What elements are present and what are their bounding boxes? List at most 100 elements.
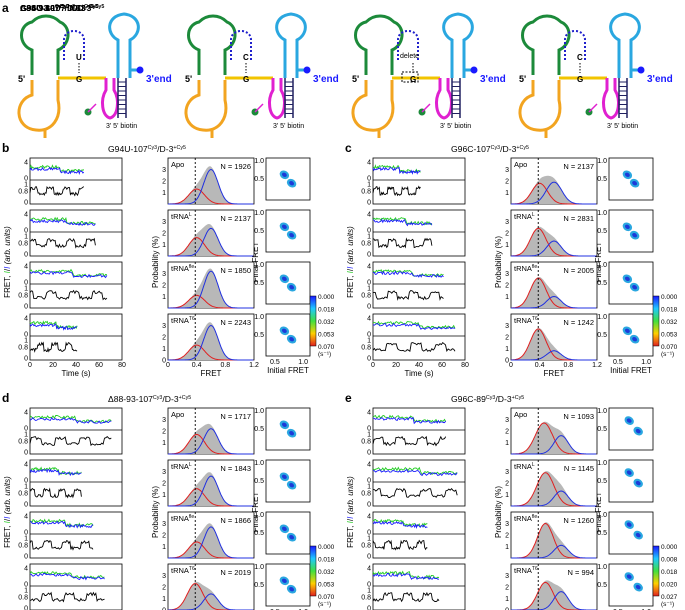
trace-y-tick: 0 xyxy=(367,176,371,183)
donor-intensity-trace xyxy=(29,320,78,330)
tdp-y-tick: 1.0 xyxy=(597,564,607,571)
colorbar-unit-label: (s⁻¹) xyxy=(318,351,331,358)
trace-y-tick: 0.8 xyxy=(18,241,28,248)
colorbar xyxy=(652,545,660,597)
trace-y-tick: 0.8 xyxy=(18,345,28,352)
trace-y-tick: 1 xyxy=(24,182,28,189)
title-sup-cy3: Cy3 xyxy=(60,4,70,10)
trace-y-tick: 0.8 xyxy=(361,189,371,196)
trace-y-tick: 0.8 xyxy=(18,595,28,602)
high-fret-gaussian-fit xyxy=(168,324,254,361)
tdp-y-tick: 1.0 xyxy=(254,158,264,165)
trace-frame xyxy=(372,563,466,610)
trace-y-label-sep: / xyxy=(346,518,355,521)
histogram-y-tick: 0 xyxy=(162,358,166,365)
tdp-peak-core xyxy=(624,328,630,334)
colorbar-tick: 0.018 xyxy=(661,307,678,314)
tdp-peak-core xyxy=(289,482,295,488)
donor-intensity-trace xyxy=(372,269,444,278)
biotin-label: 3' 5' biotin xyxy=(106,123,137,130)
tdp-y-tick: 0.5 xyxy=(597,176,607,183)
title-sup-cy5: +Cy5 xyxy=(86,4,99,10)
tdp-peak-core xyxy=(281,172,287,178)
n-count-label: N = 1850 xyxy=(220,266,251,275)
tdp-frame xyxy=(608,511,654,555)
acceptor-intensity-trace xyxy=(372,468,458,477)
histogram-y-tick: 2 xyxy=(505,481,509,488)
condition-name: tRNA xyxy=(171,212,189,221)
colorbar-tick: 0.053 xyxy=(318,582,335,589)
orange-loop xyxy=(518,80,562,132)
histogram-y-tick: 2 xyxy=(505,231,509,238)
colorbar-unit-label: (s⁻¹) xyxy=(661,351,674,358)
n-count-label: N = 1843 xyxy=(220,464,251,473)
trace-y-tick: 0.8 xyxy=(361,595,371,602)
tdp-peak-core xyxy=(626,418,632,423)
tdp-frame xyxy=(608,407,654,451)
high-fret-gaussian-fit xyxy=(511,240,597,257)
n-count-label: N = 2019 xyxy=(220,568,251,577)
histogram-y-axis-label: Probability (%) xyxy=(494,486,503,538)
acceptor-intensity-trace xyxy=(372,416,447,425)
title-sup-cy5: +Cy5 xyxy=(512,395,525,401)
fret-histogram-area xyxy=(511,175,597,204)
fret-efficiency-trace xyxy=(372,591,440,603)
trace-y-tick: 4 xyxy=(24,264,28,271)
trace-y-tick: 0 xyxy=(24,332,28,339)
fret-histogram-area xyxy=(168,423,254,454)
trace-x-tick: 60 xyxy=(438,362,446,369)
condition-name: tRNA xyxy=(514,264,532,273)
tdp-peak-core xyxy=(632,232,638,238)
n-count-label: N = 1242 xyxy=(563,318,594,327)
trace-y-tick: 1 xyxy=(367,338,371,345)
high-fret-gaussian-fit xyxy=(511,490,597,507)
histogram-y-tick: 3 xyxy=(505,323,509,330)
base-pair-bottom: G xyxy=(76,75,82,84)
acceptor-intensity-trace xyxy=(372,520,428,529)
trace-x-tick: 80 xyxy=(118,362,126,369)
trace-y-tick: 0 xyxy=(367,228,371,235)
base-pair-bottom: G xyxy=(577,75,583,84)
histogram-y-tick: 1 xyxy=(162,440,166,447)
fret-histogram-area xyxy=(511,277,597,308)
tdp-peak-core xyxy=(626,522,632,527)
high-fret-gaussian-fit xyxy=(511,435,597,455)
title-sup-cy3: Cy3 xyxy=(491,145,501,151)
biotin-label: 3' 5' biotin xyxy=(273,123,304,130)
tdp-frame xyxy=(265,209,311,253)
trace-y-tick: 0 xyxy=(24,554,28,561)
histogram-y-tick: 0 xyxy=(505,608,509,610)
green-hairpin xyxy=(521,14,571,75)
title-mid: /D-3 xyxy=(157,144,173,154)
colorbar-tick: 0.070 xyxy=(318,344,335,351)
tdp-peak-core xyxy=(289,336,295,342)
histogram-y-tick: 3 xyxy=(505,469,509,476)
orange-loop xyxy=(184,80,228,132)
trace-y-label-id: I xyxy=(346,520,355,523)
trace-y-tick: 0.8 xyxy=(361,439,371,446)
trace-x-axis-label: Time (s) xyxy=(404,369,433,378)
green-hairpin xyxy=(354,14,404,75)
tdp-y-tick: 0.5 xyxy=(597,280,607,287)
condition-name: tRNA xyxy=(514,462,532,471)
histogram-y-tick: 3 xyxy=(505,521,509,528)
trace-y-axis-label: FRET, I/I (arb. units) xyxy=(3,226,12,298)
base-pair-bottom: G xyxy=(410,75,416,84)
histogram-y-tick: 1 xyxy=(162,346,166,353)
trace-y-tick: 4 xyxy=(24,160,28,167)
trace-y-tick: 1 xyxy=(24,234,28,241)
histogram-y-tick: 2 xyxy=(162,585,166,592)
acceptor-intensity-trace xyxy=(29,322,78,331)
trace-y-label-sep: / xyxy=(3,268,12,271)
panel-b: b G94U-107Cy3/D-3+Cy5 FRET, I/I (arb. unit… xyxy=(2,141,335,378)
fret-efficiency-trace xyxy=(372,539,428,551)
cyan-stem xyxy=(609,12,641,78)
base-pair-top: C xyxy=(577,53,583,62)
title-main: G94U-107 xyxy=(108,144,148,154)
colorbar-tick: 0.018 xyxy=(661,569,678,576)
histogram-y-tick: 2 xyxy=(162,429,166,436)
tdp-peak-core xyxy=(635,584,641,590)
trace-y-tick: 0 xyxy=(24,176,28,183)
trace-x-tick: 0 xyxy=(371,362,375,369)
fret-histogram-area xyxy=(511,471,597,506)
